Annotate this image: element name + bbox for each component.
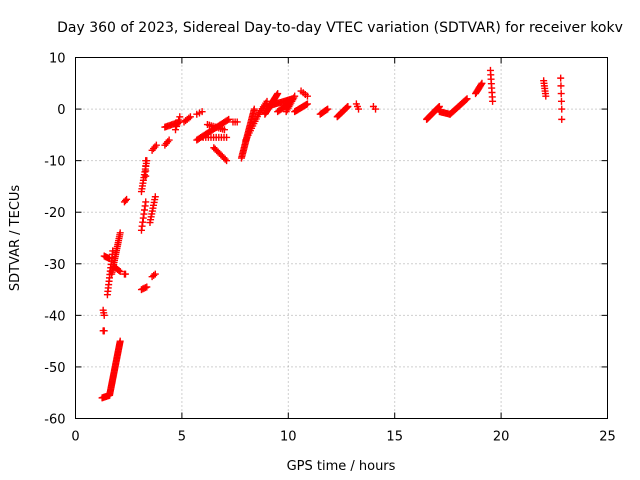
y-tick-label: -20 [44,206,65,221]
x-tick-label: 10 [280,430,297,445]
data-point [489,97,497,105]
y-tick-label: -60 [44,413,65,428]
data-point [151,193,159,201]
data-point [355,105,363,113]
data-point [274,90,282,98]
data-point [303,100,311,108]
data-point [291,92,299,100]
data-point [223,133,231,141]
data-point [116,337,124,345]
data-point [116,229,124,237]
data-point [557,74,565,82]
y-tick-label: -10 [44,155,65,170]
x-tick-label: 5 [178,430,186,445]
data-point [174,119,182,127]
data-point [323,106,331,114]
data-point [165,136,173,144]
data-point [173,122,181,130]
data-point [250,105,258,113]
data-point [142,157,150,165]
data-point [220,126,228,134]
x-tick-label: 20 [493,430,510,445]
data-point [558,105,566,113]
data-point [115,266,123,274]
y-tick-label: -50 [44,361,65,376]
plot-frame [75,57,608,419]
data-point [372,105,380,113]
data-point [324,105,332,113]
data-point [477,80,485,88]
data-point [344,102,352,110]
data-point [558,115,566,123]
y-tick-label: -30 [44,258,65,273]
x-tick-label: 25 [599,430,616,445]
chart-title: Day 360 of 2023, Sidereal Day-to-day VTE… [57,20,623,36]
data-point [152,141,160,149]
data-point [557,97,565,105]
y-axis-label: SDTVAR / TECUs [8,185,23,292]
data-point [186,113,194,121]
data-point [175,116,183,124]
y-tick-label: 0 [57,103,65,118]
axis-ticks: 0 5 10 15 20 25 -60 -50 -40 -30 -20 -10 0 10 [44,52,616,445]
data-point [116,268,124,276]
data-point [223,116,231,124]
data-points [98,66,566,402]
data-point [225,115,233,123]
grid-lines [75,57,608,419]
data-point [150,271,158,279]
x-tick-label: 15 [386,430,403,445]
data-point [223,157,231,165]
data-point [557,82,565,90]
data-point [100,311,108,319]
data-point [122,197,130,205]
data-point [143,283,151,291]
x-tick-label: 0 [71,430,79,445]
data-point [198,108,206,116]
x-axis-label: GPS time / hours [287,459,396,474]
data-point [462,96,470,104]
data-point [172,126,180,134]
data-point [185,114,193,122]
data-point [142,198,150,206]
data-point [176,113,184,121]
data-point [478,79,486,87]
data-point [233,118,241,126]
data-point [123,195,131,203]
data-point [557,90,565,98]
data-point [151,270,159,278]
data-point [221,155,229,163]
data-point [303,92,311,100]
data-point [100,327,108,335]
data-point [122,270,130,278]
y-tick-label: -40 [44,309,65,324]
y-tick-label: 10 [49,52,66,67]
data-point [463,95,471,103]
data-point [542,92,550,100]
